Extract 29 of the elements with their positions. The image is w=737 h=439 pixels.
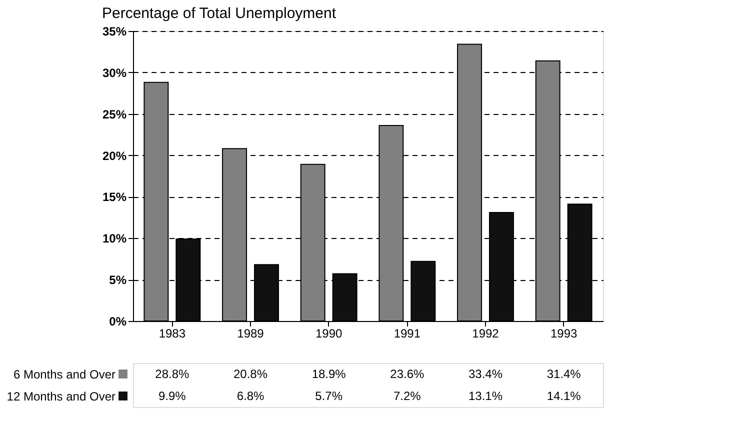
y-tick-label: 10% [102, 232, 127, 246]
data-label: 7.2% [393, 389, 422, 403]
chart-title: Percentage of Total Unemployment [102, 5, 337, 22]
data-label: 9.9% [158, 389, 186, 403]
x-tick-label: 1983 [158, 326, 186, 340]
data-label: 18.9% [312, 367, 346, 381]
x-tick-label: 1991 [394, 326, 421, 340]
data-label: 13.1% [468, 389, 503, 403]
data-label: 33.4% [468, 367, 503, 381]
y-tick-label: 35% [102, 24, 127, 38]
legend-label: 12 Months and Over [6, 390, 116, 404]
x-tick-label: 1989 [237, 326, 264, 340]
legend-label: 6 Months and Over [13, 368, 116, 382]
data-label: 6.8% [236, 389, 264, 403]
data-label: 20.8% [233, 367, 268, 381]
data-label: 14.1% [546, 389, 582, 403]
data-label: 28.8% [155, 367, 190, 381]
y-tick-label: 30% [102, 66, 127, 80]
y-tick-label: 20% [102, 148, 127, 163]
y-tick-label: 0% [109, 314, 127, 328]
x-tick-label: 1993 [550, 326, 578, 340]
y-tick-label: 5% [109, 273, 127, 288]
data-label: 5.7% [315, 389, 343, 403]
x-tick-label: 1990 [315, 326, 343, 340]
data-label: 31.4% [546, 367, 582, 381]
data-label: 23.6% [390, 367, 425, 381]
x-tick-label: 1992 [472, 326, 500, 340]
y-tick-label: 15% [102, 190, 127, 204]
y-tick-label: 25% [102, 107, 127, 122]
